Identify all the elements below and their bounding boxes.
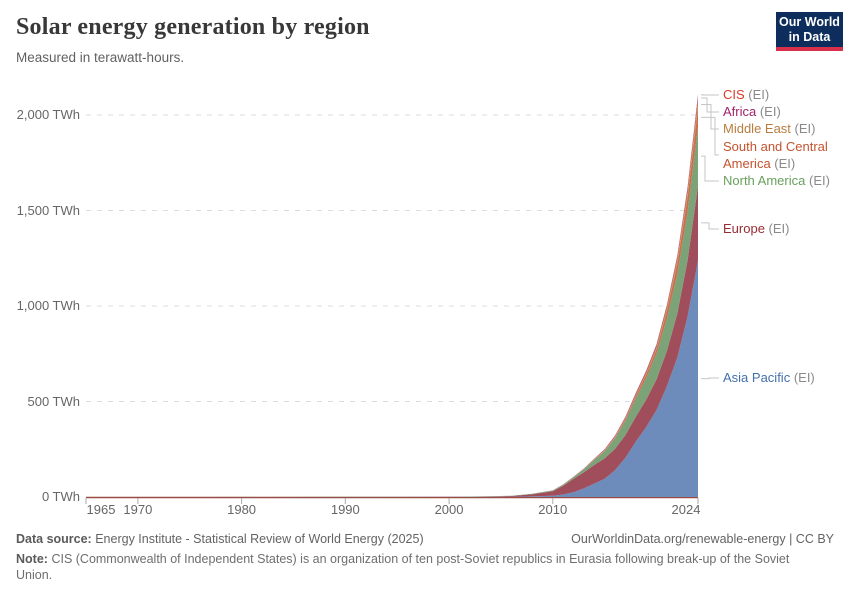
legend-label-africa[interactable]: Africa (EI) [723,104,841,121]
legend-series-name: Middle East [723,121,791,136]
y-axis-label: 500 TWh [27,393,80,409]
owid-logo-line1: Our World [779,15,840,29]
legend-label-europe[interactable]: Europe (EI) [723,221,841,238]
chart-footer: Data source: Energy Institute - Statisti… [16,532,834,583]
x-axis-label: 1965 [86,502,116,517]
chart-header: Solar energy generation by region Measur… [16,14,740,65]
x-axis-label: 1980 [227,502,257,517]
legend-series-suffix: (EI) [764,221,790,236]
legend-series-name: Asia Pacific [723,370,791,385]
legend-label-south-and-central-america[interactable]: South and Central America (EI) [723,139,841,172]
owid-logo-line2: in Data [788,30,831,44]
data-source-text: Energy Institute - Statistical Review of… [95,532,424,546]
data-source: Data source: Energy Institute - Statisti… [16,532,424,546]
area-cis[interactable] [86,94,698,498]
legend-connector [701,116,719,156]
area-south-and-central-america[interactable] [86,108,698,498]
legend-connector [701,155,719,182]
x-axis-label: 2010 [538,502,568,517]
area-middle-east[interactable] [86,100,698,497]
legend-series-suffix: (EI) [790,121,816,136]
stacked-area-chart[interactable]: CIS (EI) Africa (EI) Middle East (EI) South… [0,80,850,533]
y-axis-label: 1,000 TWh [16,298,80,313]
chart-subtitle: Measured in terawatt-hours. [16,50,185,65]
legend-series-suffix: (EI) [790,370,815,385]
x-axis-label: 1970 [123,502,153,517]
x-axis-label: 2000 [434,502,464,517]
y-axis-label: 0 TWh [41,489,80,504]
legend-series-name: Africa [723,104,757,119]
owid-logo[interactable]: Our World in Data [776,12,843,51]
legend-series-name: North America [723,173,806,188]
legend-label-north-america[interactable]: North America (EI) [723,173,841,190]
legend-label-cis[interactable]: CIS (EI) [723,87,841,104]
legend-series-suffix: (EI) [756,104,781,119]
y-axis-label: 1,500 TWh [16,202,80,218]
legend-connector [701,377,719,380]
chart-canvas [85,94,719,504]
legend-series-suffix: (EI) [744,87,770,102]
y-axis-label: 2,000 TWh [16,107,80,122]
note-text: CIS (Commonwealth of Independent States)… [16,552,790,582]
x-axis-label: 2024 [671,502,701,517]
legend-connector [701,104,719,130]
area-north-america[interactable] [86,126,698,498]
page-title: Solar energy generation by region [16,14,370,40]
legend-series-name: South and Central America [723,139,828,171]
area-africa[interactable] [86,95,698,498]
note-label: Note: [16,552,48,566]
credit-link[interactable]: OurWorldinData.org/renewable-energy | CC… [571,532,834,546]
area-asia-pacific[interactable] [86,260,698,497]
legend-series-name: Europe [723,221,765,236]
legend-series-name: CIS [723,87,745,102]
legend-label-middle-east[interactable]: Middle East (EI) [723,121,841,138]
legend-label-asia-pacific[interactable]: Asia Pacific (EI) [723,370,841,387]
legend-series-suffix: (EI) [805,173,830,188]
x-axis-label: 1990 [330,502,360,517]
legend-connector [701,222,719,230]
data-source-label: Data source: [16,532,92,546]
legend-series-suffix: (EI) [770,155,796,171]
